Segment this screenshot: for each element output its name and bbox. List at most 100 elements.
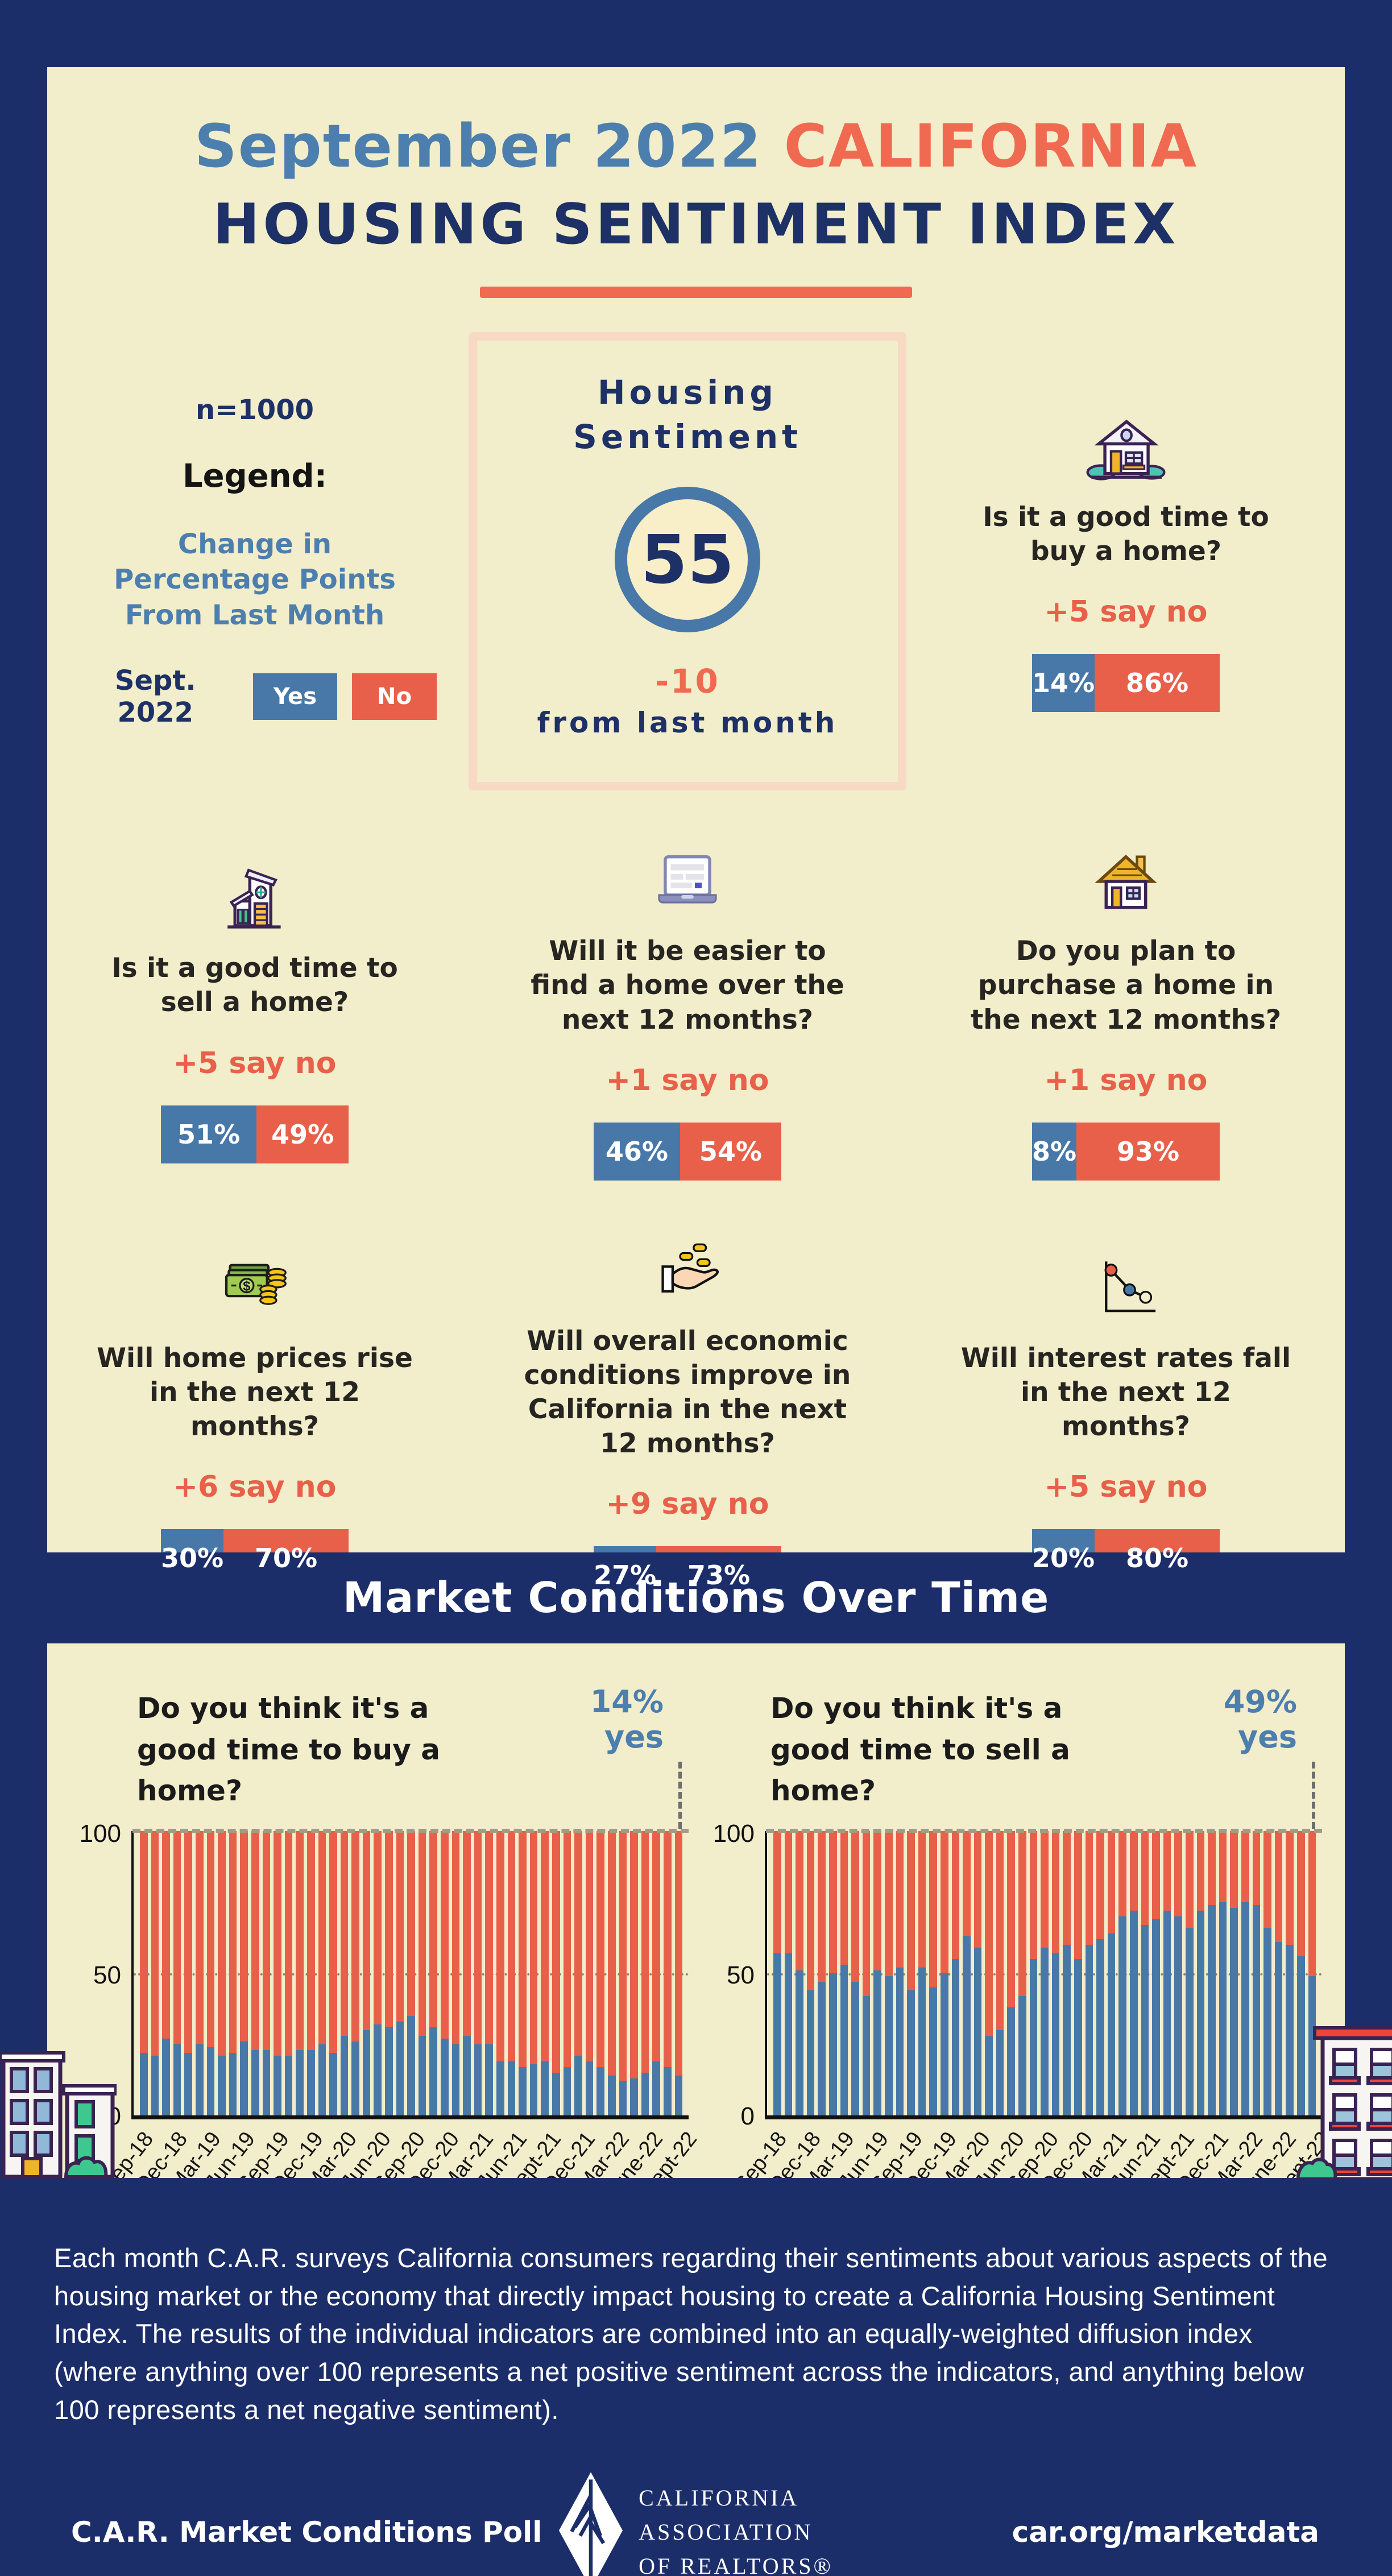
yes-value: 8% — [1032, 1136, 1077, 1167]
no-segment — [385, 1830, 393, 2027]
stacked-bar — [1118, 1830, 1126, 2115]
yes-segment — [963, 1936, 971, 2115]
top-panel: September 2022 CALIFORNIA HOUSING SENTIM… — [47, 67, 1345, 1605]
title-state: CALIFORNIA — [784, 111, 1198, 181]
no-value: 80% — [1126, 1543, 1189, 1574]
no-value: 93% — [1117, 1136, 1180, 1167]
chart-good-time-to-buy: Do you think it's a good time to buy a h… — [70, 1684, 702, 2244]
stacked-bar — [296, 1830, 304, 2115]
panel-question: Will it be easier to find a home over th… — [531, 935, 844, 1036]
no-segment — [351, 1830, 359, 2041]
no-segment — [151, 1830, 159, 2056]
stacked-bar — [1274, 1830, 1283, 2115]
stacked-bar — [306, 1830, 315, 2115]
yes-segment — [463, 2035, 471, 2115]
no-segment — [184, 1830, 192, 2053]
stacked-bar — [151, 1830, 159, 2115]
no-segment — [1051, 1830, 1060, 1953]
yes-segment — [418, 2035, 426, 2115]
stacked-bar — [507, 1830, 516, 2115]
no-segment — [1041, 1830, 1049, 1948]
yes-segment — [773, 1953, 781, 2115]
no-value: 70% — [255, 1543, 318, 1574]
y-tick-label: 50 — [727, 1961, 755, 1989]
stacked-bar — [229, 1830, 237, 2115]
stacked-bar — [274, 1830, 281, 2115]
no-segment — [240, 1830, 248, 2041]
stacked-bar — [873, 1830, 881, 2115]
no-segment — [429, 1830, 438, 2027]
yes-segment — [840, 1964, 848, 2115]
yes-segment — [385, 2027, 393, 2115]
stacked-bar — [1174, 1830, 1182, 2115]
stacked-bar — [1185, 1830, 1194, 2115]
yes-segment — [229, 2052, 237, 2115]
panel-question: Is it a good time to sell a home? — [111, 952, 398, 1018]
yes-segment — [474, 2044, 482, 2115]
no-segment: 93% — [1076, 1122, 1220, 1181]
yes-segment — [1130, 1910, 1138, 2115]
yes-segment — [340, 2035, 349, 2115]
chart-title: Do you think it's a good time to sell a … — [770, 1692, 1070, 1807]
yes-segment — [1018, 1995, 1026, 2115]
buildings-left-icon — [0, 2040, 118, 2182]
panel-question: Will home prices rise in the next 12 mon… — [97, 1342, 413, 1443]
svg-text:$: $ — [243, 1278, 250, 1294]
stacked-bar — [451, 1830, 460, 2115]
yes-segment — [1141, 1924, 1149, 2115]
legend-key-row: Sept. 2022 Yes No — [73, 665, 437, 728]
yes-segment — [195, 2044, 204, 2115]
sentiment-score-circle: 55 — [615, 486, 760, 632]
plot-area — [131, 1761, 689, 2119]
yes-segment — [641, 2072, 649, 2115]
no-segment — [828, 1830, 837, 1973]
no-segment — [229, 1830, 237, 2053]
no-segment — [519, 1830, 527, 2067]
yes-segment — [362, 2030, 371, 2115]
sentiment-change-suffix: from last month — [537, 706, 838, 739]
yes-segment — [1041, 1947, 1049, 2115]
panel-question: Do you plan to purchase a home in the ne… — [970, 935, 1282, 1036]
yes-value: 27% — [594, 1560, 657, 1591]
yes-segment — [396, 2021, 404, 2115]
no-segment — [396, 1830, 404, 2022]
yes-segment — [262, 2049, 271, 2115]
no-segment — [1252, 1830, 1261, 1905]
question-panel: Will interest rates fall in the next 12 … — [938, 1252, 1314, 1588]
no-segment — [1085, 1830, 1093, 1945]
stacked-bar — [796, 1830, 803, 2115]
stacked-bar — [1230, 1830, 1238, 2115]
yes-segment — [896, 1967, 904, 2115]
yes-segment — [1074, 1958, 1082, 2115]
stacked-bar — [663, 1830, 672, 2115]
no-segment — [630, 1830, 638, 2078]
no-segment — [340, 1830, 349, 2036]
yes-segment — [1051, 1953, 1060, 2115]
no-segment: 86% — [1095, 654, 1220, 713]
chart-title: Do you think it's a good time to buy a h… — [137, 1692, 440, 1807]
stacked-bar — [474, 1830, 482, 2115]
no-segment — [862, 1830, 871, 1996]
car-logo-line1: CALIFORNIA — [639, 2484, 799, 2511]
stacked-bar — [818, 1830, 826, 2115]
y-tick-label: 100 — [79, 1819, 121, 1848]
yes-segment — [630, 2078, 638, 2115]
yes-value: 46% — [605, 1136, 668, 1167]
yes-segment — [784, 1953, 793, 2115]
yes-segment — [1208, 1904, 1216, 2115]
yes-segment — [929, 1987, 937, 2115]
car-logo-icon — [559, 2471, 623, 2576]
legend-change-note: Change in Percentage Points From Last Mo… — [114, 528, 396, 631]
no-segment — [541, 1830, 549, 2061]
no-segment — [596, 1830, 604, 2067]
yes-segment — [1085, 1944, 1093, 2115]
no-segment — [306, 1830, 315, 2050]
yes-segment — [173, 2044, 181, 2115]
panel-grid: n=1000 Legend: Change in Percentage Poin… — [47, 298, 1345, 1605]
stacked-bar — [862, 1830, 871, 2115]
stacked-bar — [284, 1830, 293, 2115]
annotation-word: yes — [1238, 1719, 1297, 1755]
yes-segment — [206, 2047, 215, 2115]
stacked-bar — [607, 1830, 616, 2115]
no-segment — [407, 1830, 415, 2016]
